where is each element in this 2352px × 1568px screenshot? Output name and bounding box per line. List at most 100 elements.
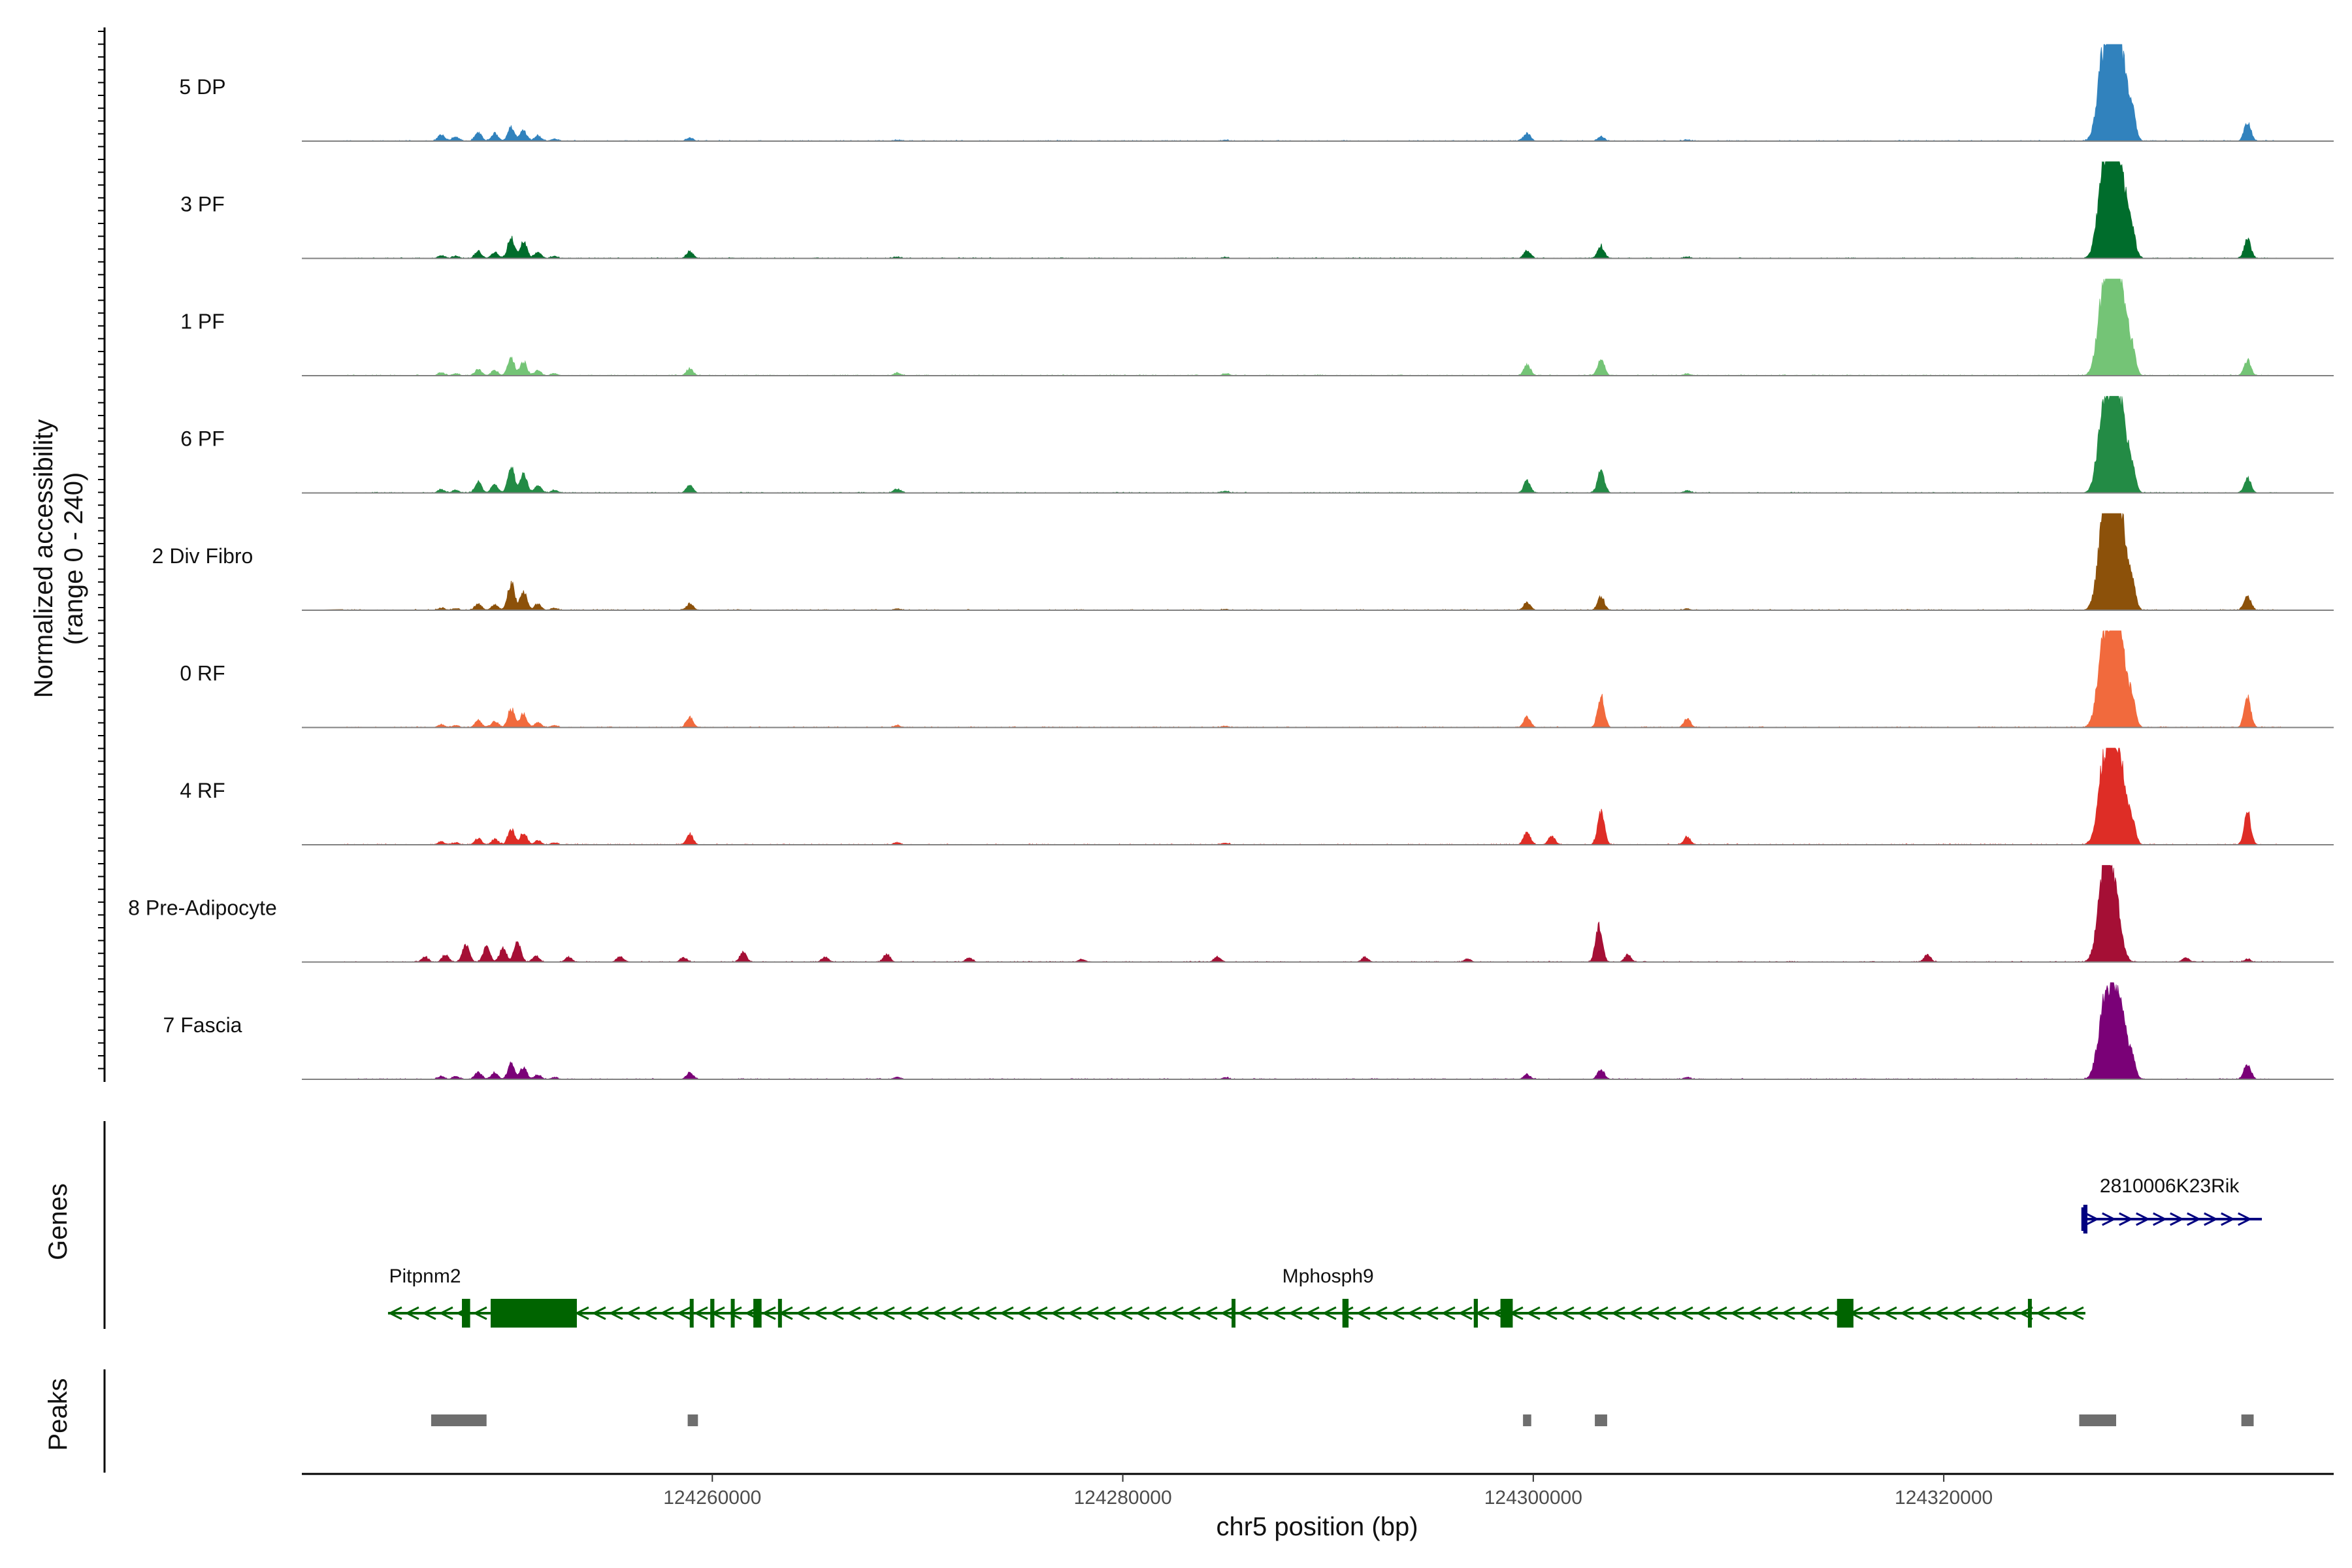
strand-chevron xyxy=(404,1306,419,1320)
strand-chevron xyxy=(1746,1306,1761,1320)
strand-chevron xyxy=(1695,1306,1710,1320)
strand-chevron xyxy=(2001,1306,2016,1320)
strand-chevron xyxy=(1050,1306,1065,1320)
strand-chevron xyxy=(1271,1306,1286,1320)
gene-pitpnm2: Pitpnm2 xyxy=(387,1266,2085,1328)
strand-chevron xyxy=(1814,1306,1829,1320)
strand-chevron xyxy=(1152,1306,1167,1320)
strand-chevron xyxy=(1797,1306,1812,1320)
strand-chevron xyxy=(1441,1306,1456,1320)
strand-chevron xyxy=(2221,1212,2236,1226)
strand-chevron xyxy=(1865,1306,1880,1320)
strand-chevron xyxy=(1220,1306,1235,1320)
track-label: 7 Fascia xyxy=(163,1013,242,1037)
strand-chevron xyxy=(1169,1306,1184,1320)
track-4-rf: 4 RF xyxy=(180,747,2334,845)
exon xyxy=(462,1299,470,1328)
strand-chevron xyxy=(1543,1306,1558,1320)
strand-chevron xyxy=(2187,1212,2202,1226)
x-axis-title: chr5 position (bp) xyxy=(1216,1512,1418,1541)
peak-region xyxy=(2079,1414,2117,1426)
strand-chevron xyxy=(1967,1306,1982,1320)
strand-chevron xyxy=(1339,1306,1354,1320)
strand-chevron xyxy=(863,1306,878,1320)
track-label: 6 PF xyxy=(180,427,225,451)
strand-chevron xyxy=(829,1306,844,1320)
strand-chevron xyxy=(1033,1306,1048,1320)
peak-region xyxy=(1595,1414,1607,1426)
coverage-tracks: 5 DP 3 PF 1 PF 6 PF 2 Div Fibro 0 RF 4 RF 8 Pre… xyxy=(128,44,2334,1080)
strand-chevron xyxy=(1933,1306,1948,1320)
strand-chevron xyxy=(2035,1306,2050,1320)
gene-label: 2810006K23Rik xyxy=(2100,1175,2240,1197)
gene-label: Pitpnm2 xyxy=(389,1266,461,1287)
strand-chevron xyxy=(1916,1306,1931,1320)
exon xyxy=(710,1299,715,1328)
strand-chevron xyxy=(1237,1306,1252,1320)
strand-chevron xyxy=(1203,1306,1218,1320)
strand-chevron xyxy=(1526,1306,1541,1320)
x-axis: 124260000 124280000 124300000 124320000 xyxy=(302,1473,2334,1509)
track-label: 0 RF xyxy=(180,662,225,685)
coverage-area xyxy=(302,161,2334,259)
strand-chevron xyxy=(897,1306,912,1320)
coverage-area xyxy=(302,44,2334,142)
strand-chevron xyxy=(1424,1306,1439,1320)
track-label: 2 Div Fibro xyxy=(152,544,253,568)
exon xyxy=(777,1299,782,1328)
strand-chevron xyxy=(1560,1306,1575,1320)
peaks-panel xyxy=(431,1414,2254,1426)
strand-chevron xyxy=(880,1306,895,1320)
strand-chevron xyxy=(659,1306,674,1320)
y-axis-subtitle: (range 0 - 240) xyxy=(59,472,88,645)
strand-chevron xyxy=(982,1306,997,1320)
strand-chevron xyxy=(914,1306,929,1320)
strand-chevron xyxy=(2119,1212,2134,1226)
exon xyxy=(2027,1299,2032,1328)
track-label: 3 PF xyxy=(180,193,225,216)
exon xyxy=(689,1299,694,1328)
strand-chevron xyxy=(1016,1306,1031,1320)
strand-chevron xyxy=(676,1306,691,1320)
strand-chevron xyxy=(948,1306,963,1320)
strand-chevron xyxy=(608,1306,623,1320)
strand-chevron xyxy=(1899,1306,1914,1320)
strand-chevron xyxy=(1254,1306,1269,1320)
exon xyxy=(1500,1299,1513,1328)
strand-chevron xyxy=(1678,1306,1693,1320)
strand-chevron xyxy=(438,1306,453,1320)
strand-chevron xyxy=(999,1306,1014,1320)
strand-chevron xyxy=(1882,1306,1897,1320)
exon xyxy=(1473,1299,1478,1328)
strand-chevron xyxy=(1118,1306,1133,1320)
strand-chevron xyxy=(591,1306,606,1320)
peak-region xyxy=(431,1414,487,1426)
track-8-pre-adipocyte: 8 Pre-Adipocyte xyxy=(128,864,2334,963)
coverage-area xyxy=(302,864,2334,963)
strand-chevron xyxy=(1576,1306,1592,1320)
x-tick-label: 124320000 xyxy=(1895,1487,1993,1509)
strand-chevron xyxy=(1373,1306,1388,1320)
strand-chevron xyxy=(1984,1306,1999,1320)
peak-region xyxy=(2241,1414,2254,1426)
track-5-dp: 5 DP xyxy=(179,44,2334,142)
track-label: 8 Pre-Adipocyte xyxy=(128,896,277,920)
exon xyxy=(730,1299,735,1328)
strand-chevron xyxy=(1101,1306,1116,1320)
exon xyxy=(491,1299,577,1328)
strand-chevron xyxy=(1458,1306,1473,1320)
y-axis-title: Normalized accessibility xyxy=(29,419,58,698)
strand-chevron xyxy=(1950,1306,1965,1320)
peak-region xyxy=(1523,1414,1531,1426)
gene-2810006k23rik: 2810006K23Rik xyxy=(2081,1175,2262,1233)
strand-chevron xyxy=(472,1306,487,1320)
gene-mphosph9: Mphosph9 xyxy=(1282,1266,1374,1287)
exon xyxy=(753,1299,762,1328)
track-label: 5 DP xyxy=(179,75,225,99)
track-6-pf: 6 PF xyxy=(180,396,2334,494)
x-tick-label: 124260000 xyxy=(663,1487,761,1509)
exon xyxy=(1837,1299,1854,1328)
strand-chevron xyxy=(421,1306,436,1320)
coverage-area xyxy=(302,982,2334,1080)
